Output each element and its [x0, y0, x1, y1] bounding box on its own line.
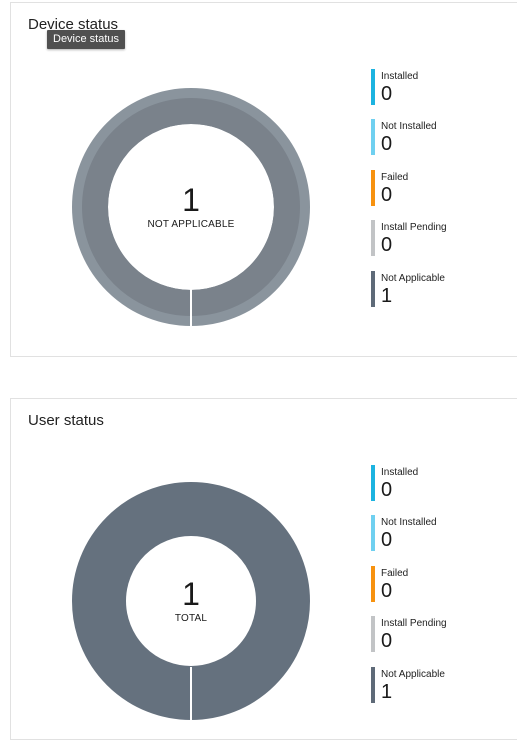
user-donut-center: 1 TOTAL	[71, 577, 311, 624]
device-status-title: Device status	[28, 16, 119, 33]
legend-label: Install Pending	[381, 618, 447, 629]
not-installed-color-bar	[371, 119, 375, 155]
legend-value: 0	[381, 479, 393, 501]
user-legend-installed[interactable]: Installed 0	[371, 465, 517, 501]
legend-label: Not Installed	[381, 517, 437, 528]
user-legend-not-applicable[interactable]: Not Applicable 1	[371, 667, 517, 703]
legend-label: Installed	[381, 467, 419, 478]
legend-label: Not Installed	[381, 121, 437, 132]
legend-value: 0	[381, 234, 393, 256]
device-legend-not-installed[interactable]: Not Installed 0	[371, 119, 517, 155]
device-legend-not-applicable[interactable]: Not Applicable 1	[371, 271, 517, 307]
user-legend-install-pending[interactable]: Install Pending 0	[371, 616, 517, 652]
installed-color-bar	[371, 69, 375, 105]
device-center-label: NOT APPLICABLE	[147, 219, 235, 230]
legend-value: 0	[381, 184, 393, 206]
device-status-card: Device status 1 NOT APPLICABLE Installed…	[10, 2, 517, 357]
legend-label: Install Pending	[381, 222, 447, 233]
legend-value: 0	[381, 529, 393, 551]
failed-color-bar	[371, 566, 375, 602]
user-center-label: TOTAL	[174, 613, 208, 624]
legend-value: 0	[381, 580, 393, 602]
device-legend-install-pending[interactable]: Install Pending 0	[371, 220, 517, 256]
legend-value: 1	[381, 285, 393, 307]
not-installed-color-bar	[371, 515, 375, 551]
legend-label: Not Applicable	[381, 273, 445, 284]
device-legend-installed[interactable]: Installed 0	[371, 69, 517, 105]
legend-label: Failed	[381, 568, 409, 579]
device-donut-chart[interactable]	[71, 87, 311, 327]
not-applicable-color-bar	[371, 667, 375, 703]
device-status-tooltip: Device status	[47, 30, 126, 49]
failed-color-bar	[371, 170, 375, 206]
device-center-value: 1	[182, 182, 200, 218]
user-status-title: User status	[28, 412, 104, 429]
install-pending-color-bar	[371, 616, 375, 652]
user-status-card: User status 1 TOTAL Installed 0 Not Inst…	[10, 398, 517, 740]
not-applicable-color-bar	[371, 271, 375, 307]
legend-value: 0	[381, 133, 393, 155]
user-legend-failed[interactable]: Failed 0	[371, 566, 517, 602]
legend-value: 1	[381, 681, 393, 703]
user-status-donut[interactable]: 1 TOTAL	[71, 481, 311, 721]
legend-label: Not Applicable	[381, 669, 445, 680]
device-status-donut[interactable]: 1 NOT APPLICABLE	[71, 87, 311, 327]
user-legend-not-installed[interactable]: Not Installed 0	[371, 515, 517, 551]
legend-label: Installed	[381, 71, 419, 82]
legend-value: 0	[381, 630, 393, 652]
legend-label: Failed	[381, 172, 409, 183]
install-pending-color-bar	[371, 220, 375, 256]
installed-color-bar	[371, 465, 375, 501]
user-donut-chart[interactable]	[71, 481, 311, 721]
legend-value: 0	[381, 83, 393, 105]
user-center-value: 1	[182, 576, 200, 612]
device-legend-failed[interactable]: Failed 0	[371, 170, 517, 206]
device-donut-center: 1 NOT APPLICABLE	[71, 183, 311, 230]
